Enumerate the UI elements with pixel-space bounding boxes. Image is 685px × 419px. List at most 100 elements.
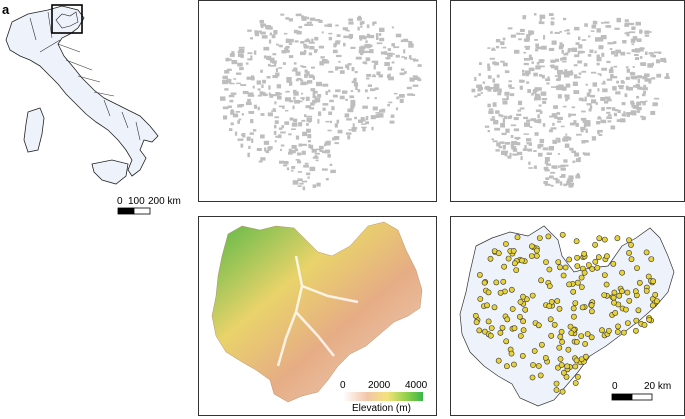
habitat-patch bbox=[253, 104, 257, 109]
habitat-patch bbox=[222, 79, 228, 85]
habitat-patch bbox=[318, 111, 322, 116]
sample-point bbox=[495, 250, 502, 257]
sample-point bbox=[487, 255, 494, 262]
habitat-patch bbox=[595, 102, 598, 105]
habitat-patch bbox=[316, 148, 320, 151]
habitat-patch bbox=[229, 99, 234, 103]
habitat-patch bbox=[293, 62, 297, 65]
sample-point bbox=[603, 253, 610, 260]
habitat-patch bbox=[303, 45, 309, 49]
habitat-patch bbox=[560, 167, 566, 171]
habitat-patch bbox=[634, 53, 639, 56]
habitat-patch bbox=[374, 60, 379, 66]
habitat-patch bbox=[644, 73, 650, 77]
habitat-patch bbox=[508, 80, 512, 83]
sample-point bbox=[652, 291, 659, 298]
sample-point bbox=[505, 255, 512, 262]
sample-point bbox=[508, 286, 515, 293]
habitat-patch bbox=[307, 176, 310, 179]
habitat-patch bbox=[344, 113, 350, 118]
habitat-patch bbox=[564, 30, 570, 32]
habitat-patch bbox=[578, 157, 581, 159]
habitat-patch bbox=[581, 99, 587, 102]
habitat-patch bbox=[310, 88, 316, 92]
habitat-patch bbox=[263, 93, 268, 97]
habitat-patch bbox=[417, 78, 422, 82]
habitat-patch bbox=[315, 159, 319, 162]
habitat-patch bbox=[584, 96, 587, 101]
habitat-patch bbox=[597, 129, 603, 133]
habitat-patch bbox=[625, 85, 629, 91]
habitat-patch bbox=[556, 112, 561, 115]
habitat-patch bbox=[632, 104, 639, 109]
sample-point bbox=[573, 238, 580, 245]
habitat-patch bbox=[387, 48, 391, 51]
habitat-patch bbox=[496, 142, 501, 147]
habitat-patch bbox=[544, 160, 549, 165]
sample-point bbox=[572, 300, 579, 306]
habitat-patch bbox=[241, 113, 244, 116]
habitat-patch bbox=[591, 136, 597, 141]
sample-point bbox=[536, 235, 543, 241]
habitat-patch bbox=[365, 89, 368, 93]
habitat-patch bbox=[584, 23, 588, 27]
habitat-patch bbox=[502, 100, 508, 105]
habitat-patch bbox=[540, 65, 545, 68]
habitat-patch bbox=[495, 110, 500, 114]
sample-point bbox=[555, 259, 562, 265]
habitat-patch bbox=[329, 99, 334, 103]
habitat-patch bbox=[658, 51, 662, 54]
habitat-patch bbox=[610, 74, 614, 79]
habitat-patch bbox=[651, 77, 656, 80]
italy-map bbox=[5, 4, 159, 215]
habitat-patch bbox=[601, 52, 605, 57]
habitat-patch bbox=[362, 105, 368, 109]
habitat-patch bbox=[375, 114, 380, 118]
habitat-patch bbox=[535, 43, 539, 47]
sample-point bbox=[520, 318, 526, 325]
habitat-patch bbox=[293, 91, 299, 96]
habitat-patch bbox=[288, 100, 294, 103]
habitat-patch bbox=[351, 67, 355, 72]
sample-point bbox=[626, 237, 632, 243]
habitat-patch bbox=[548, 47, 555, 51]
habitat-patch bbox=[615, 91, 621, 95]
sample-point bbox=[476, 272, 483, 278]
habitat-patch bbox=[225, 57, 230, 62]
habitat-patch bbox=[604, 100, 609, 104]
habitat-patch bbox=[624, 93, 628, 98]
habitat-patch bbox=[635, 57, 640, 60]
habitat-patch bbox=[237, 104, 243, 108]
habitat-patch bbox=[248, 111, 255, 114]
habitat-patch bbox=[362, 61, 367, 64]
habitat-patch bbox=[238, 118, 242, 121]
habitat-patch bbox=[643, 84, 647, 88]
habitat-patch bbox=[644, 51, 648, 55]
habitat-patch bbox=[227, 105, 232, 108]
habitat-patch bbox=[289, 81, 293, 86]
habitat-patch bbox=[372, 74, 375, 77]
habitat-patch bbox=[307, 80, 313, 84]
habitat-patch bbox=[400, 68, 405, 71]
habitat-patch bbox=[645, 100, 648, 102]
sample-point bbox=[599, 327, 605, 334]
habitat-patch bbox=[338, 60, 341, 63]
habitat-patch bbox=[596, 62, 600, 66]
habitat-patch bbox=[533, 72, 538, 77]
habitat-patch bbox=[353, 77, 357, 82]
habitat-patch bbox=[474, 95, 478, 98]
habitat-patch bbox=[247, 152, 250, 158]
habitat-patch bbox=[375, 33, 378, 37]
habitat-patch bbox=[322, 107, 326, 111]
sample-point bbox=[497, 329, 504, 336]
habitat-patch bbox=[254, 31, 260, 37]
sample-point bbox=[561, 369, 567, 376]
habitat-patch bbox=[250, 37, 254, 40]
habitat-patch bbox=[492, 140, 498, 143]
habitat-patch bbox=[570, 113, 576, 116]
habitat-patch bbox=[492, 78, 496, 83]
habitat-patch bbox=[322, 150, 328, 154]
habitat-patch bbox=[224, 88, 229, 91]
habitat-patch bbox=[545, 78, 551, 81]
habitat-patch bbox=[268, 85, 271, 90]
